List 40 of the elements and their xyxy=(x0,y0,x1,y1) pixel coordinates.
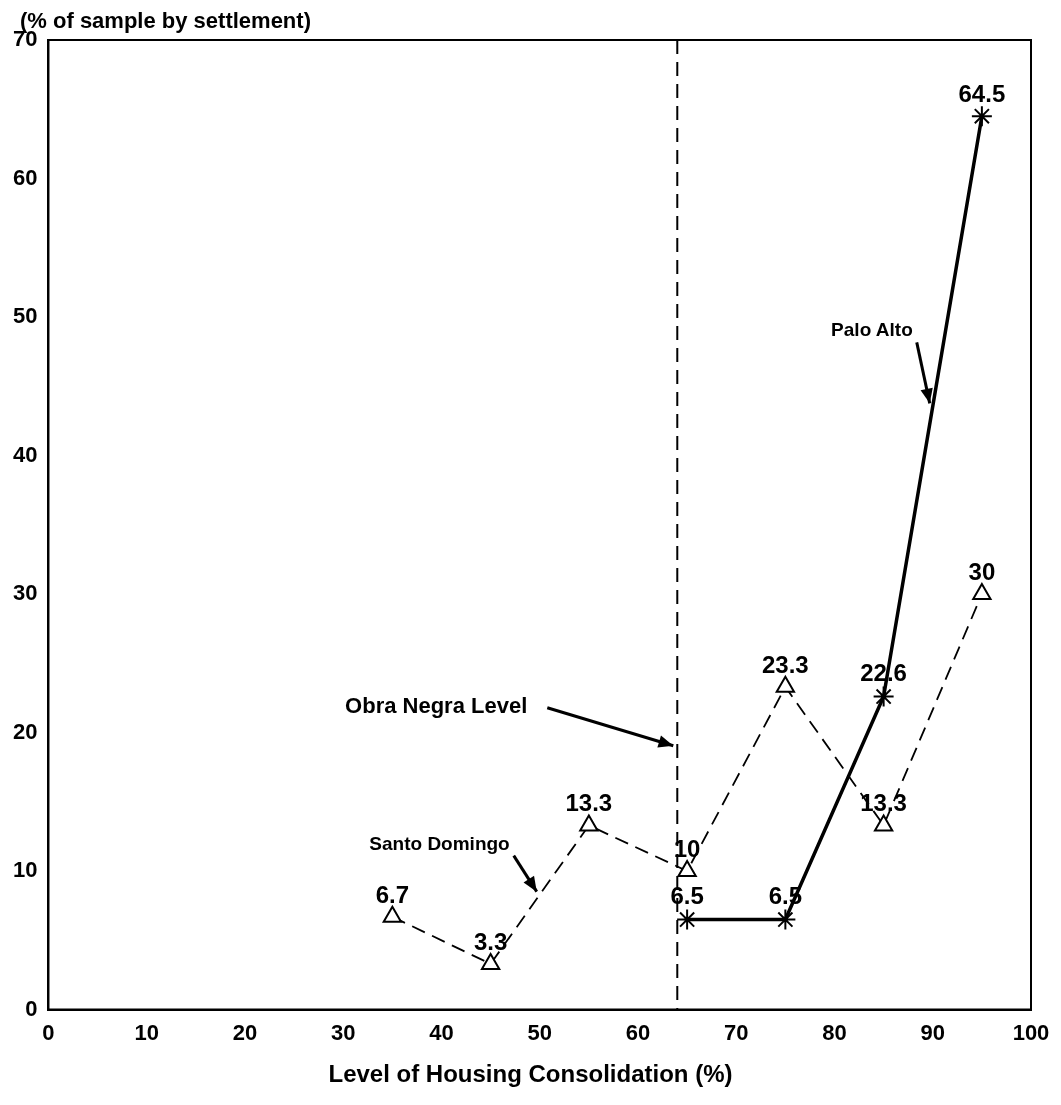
data-label: 13.3 xyxy=(565,789,613,817)
x-tick-label: 50 xyxy=(527,1019,552,1045)
x-tick-label: 60 xyxy=(625,1019,651,1045)
data-label: 30 xyxy=(968,558,996,586)
data-label: 13.3 xyxy=(860,789,907,817)
y-tick-label: 40 xyxy=(12,441,38,467)
x-tick-label: 0 xyxy=(42,1019,55,1045)
y-tick-label: 30 xyxy=(12,580,38,606)
point xyxy=(970,105,993,128)
point xyxy=(775,675,796,693)
y-tick-label: 10 xyxy=(12,857,38,883)
data-label: 64.5 xyxy=(958,80,1006,108)
point xyxy=(872,685,895,708)
x-tick-label: 10 xyxy=(134,1019,159,1045)
x-tick-label: 90 xyxy=(920,1019,945,1045)
series-label: Palo Alto xyxy=(831,319,913,341)
point xyxy=(480,952,501,970)
x-tick-label: 100 xyxy=(1012,1019,1050,1045)
x-tick-label: 70 xyxy=(724,1019,749,1045)
y-tick-label: 0 xyxy=(25,995,38,1021)
point xyxy=(382,905,403,923)
data-label: 6.7 xyxy=(375,880,410,908)
x-axis-title: Level of Housing Consolidation (%) xyxy=(327,1060,734,1088)
data-label: 23.3 xyxy=(762,650,809,678)
y-tick-label: 20 xyxy=(12,718,38,744)
y-tick-label: 60 xyxy=(12,164,38,190)
data-label: 10 xyxy=(673,835,701,863)
y-tick-label: 50 xyxy=(12,303,38,329)
x-tick-label: 30 xyxy=(330,1019,356,1045)
point xyxy=(579,814,599,832)
data-label: 3.3 xyxy=(473,927,508,955)
x-tick-label: 80 xyxy=(822,1019,847,1045)
data-label: 6.5 xyxy=(670,881,704,909)
text: Santo Domingo xyxy=(369,832,510,854)
ref-line-label: Obra Negra Level xyxy=(345,692,528,718)
x-tick-label: 20 xyxy=(232,1019,258,1045)
point xyxy=(677,860,697,878)
x-tick-label: 40 xyxy=(429,1019,454,1045)
point xyxy=(873,814,894,832)
point xyxy=(972,583,992,601)
